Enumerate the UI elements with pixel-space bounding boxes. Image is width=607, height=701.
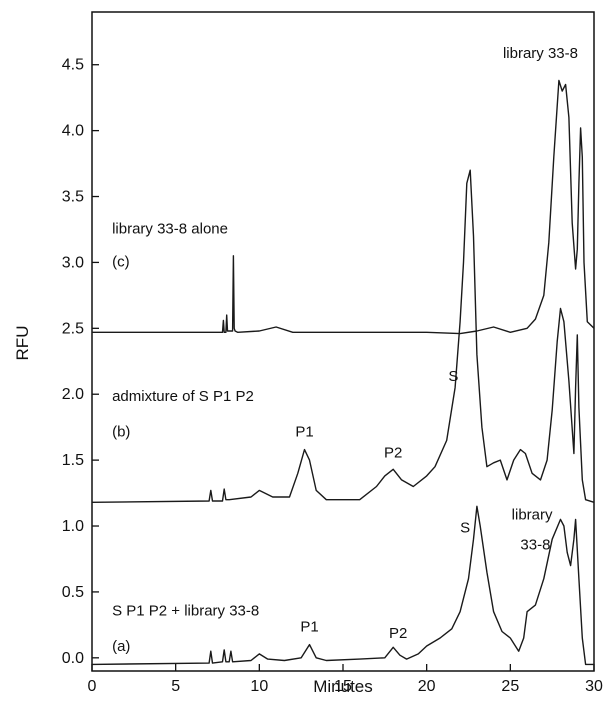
y-tick-label: 1.0 xyxy=(62,518,84,535)
x-tick-label: 5 xyxy=(171,678,180,695)
y-tick-label: 0.0 xyxy=(62,650,84,667)
trace-c xyxy=(92,79,595,335)
trace-annotation: library 33-8 alone xyxy=(112,220,228,237)
y-tick-label: 1.5 xyxy=(62,452,84,469)
x-axis-label: Minutes xyxy=(313,677,373,696)
y-tick-label: 4.5 xyxy=(62,57,84,74)
trace-b xyxy=(91,169,595,503)
peak-label: S xyxy=(448,368,458,385)
trace-annotation: (a) xyxy=(112,638,130,655)
trace-a xyxy=(91,505,594,666)
trace-annotation: (c) xyxy=(112,253,130,270)
peak-label: 33-8 xyxy=(520,537,550,554)
y-axis-label: RFU xyxy=(13,326,32,361)
peak-label: library xyxy=(512,506,553,523)
peak-label: P1 xyxy=(295,423,313,440)
y-tick-label: 4.0 xyxy=(62,123,84,140)
peak-label: P1 xyxy=(300,618,318,635)
x-tick-label: 10 xyxy=(250,678,268,695)
y-tick-label: 2.5 xyxy=(62,320,84,337)
x-tick-label: 20 xyxy=(418,678,436,695)
x-tick-label: 15 xyxy=(334,678,352,695)
axis-ticks: 0 5 10 15 20 25 30 0.0 0.5 1.0 1.5 2.0 2.5 3.0 3.5 4.0 4… xyxy=(62,57,603,695)
trace-annotation: S P1 P2 + library 33-8 xyxy=(112,603,259,620)
trace-annotation: admixture of S P1 P2 xyxy=(112,388,254,405)
peak-label: library 33-8 xyxy=(503,45,578,62)
peak-label: P2 xyxy=(389,625,407,642)
peak-label: P2 xyxy=(384,444,402,461)
trace-group xyxy=(91,79,595,666)
y-tick-label: 0.5 xyxy=(62,584,84,601)
x-tick-label: 30 xyxy=(585,678,603,695)
y-tick-label: 3.0 xyxy=(62,254,84,271)
x-tick-label: 25 xyxy=(501,678,519,695)
peak-label: S xyxy=(460,520,470,537)
y-tick-label: 3.5 xyxy=(62,189,84,206)
y-tick-label: 2.0 xyxy=(62,386,84,403)
annotation-group: library 33-8 alone (c) admixture of S P1 P… xyxy=(112,45,578,655)
plot-frame xyxy=(91,11,595,672)
x-tick-label: 0 xyxy=(88,678,97,695)
trace-annotation: (b) xyxy=(112,423,130,440)
